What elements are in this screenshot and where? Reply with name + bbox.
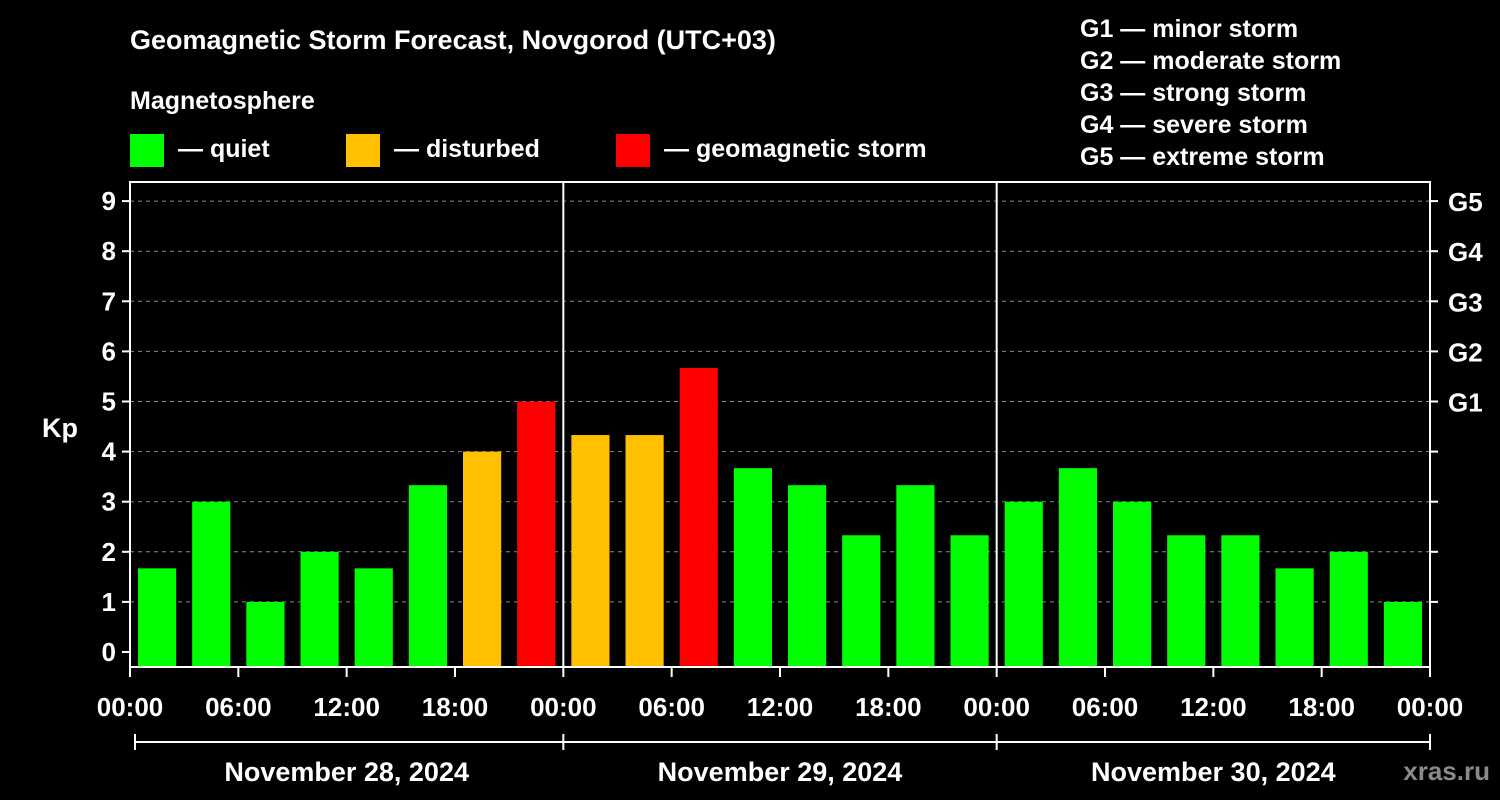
bar <box>1275 568 1314 667</box>
legend-swatch-storm <box>616 134 650 167</box>
legend-label-disturbed: — disturbed <box>394 135 540 163</box>
bar <box>788 485 827 667</box>
x-tick-label: 06:00 <box>1072 692 1139 722</box>
day-label: November 28, 2024 <box>224 757 469 787</box>
day-label: November 29, 2024 <box>658 757 903 787</box>
x-tick-label: 18:00 <box>1288 692 1355 722</box>
y-tick-label: 9 <box>102 186 116 216</box>
bar <box>1329 551 1368 667</box>
x-tick-label: 18:00 <box>422 692 489 722</box>
bar <box>625 435 664 667</box>
storm-scale-g3: G3 — strong storm <box>1080 79 1306 107</box>
x-tick-label: 18:00 <box>855 692 922 722</box>
bar <box>517 401 556 667</box>
bars <box>138 367 1422 667</box>
x-tick-label: 00:00 <box>1397 692 1464 722</box>
watermark: xras.ru <box>1403 756 1490 786</box>
chart-title: Geomagnetic Storm Forecast, Novgorod (UT… <box>130 25 776 55</box>
x-tick-label: 06:00 <box>205 692 272 722</box>
y-tick-label: 7 <box>102 286 116 316</box>
bar <box>138 568 177 667</box>
bar <box>1113 501 1152 667</box>
y-tick-label: 1 <box>102 587 116 617</box>
bar <box>950 535 989 667</box>
legend-swatch-quiet <box>130 134 164 167</box>
x-tick-label: 00:00 <box>97 692 164 722</box>
day-label: November 30, 2024 <box>1091 757 1336 787</box>
magnetosphere-label: Magnetosphere <box>130 87 315 115</box>
storm-scale-g1: G1 — minor storm <box>1080 15 1298 43</box>
y-axis-label: Kp <box>42 413 78 443</box>
x-tick-label: 00:00 <box>963 692 1030 722</box>
tick-labels: 0 1 2 3 4 5 6 7 8 9 G1 G2 G3 G4 G5 00:00 06:00 12:00 18:00… <box>97 186 1483 722</box>
bar <box>408 485 447 667</box>
x-tick-label: 00:00 <box>530 692 597 722</box>
y-tick-label: 5 <box>102 387 116 417</box>
axes <box>122 181 1438 677</box>
right-axis-label: G1 <box>1448 388 1483 418</box>
y-tick-label: 0 <box>102 637 116 667</box>
y-tick-label: 3 <box>102 487 116 517</box>
right-axis-label: G3 <box>1448 287 1483 317</box>
storm-scale-legend: G1 — minor storm G2 — moderate storm G3 … <box>1080 15 1341 171</box>
right-axis-label: G2 <box>1448 337 1483 367</box>
bar <box>896 485 935 667</box>
legend-label-storm: — geomagnetic storm <box>664 135 927 163</box>
x-tick-label: 12:00 <box>313 692 380 722</box>
storm-scale-g4: G4 — severe storm <box>1080 111 1308 139</box>
legend: — quiet — disturbed — geomagnetic storm <box>130 134 927 167</box>
y-tick-label: 4 <box>102 437 117 467</box>
bar <box>733 468 772 667</box>
bar <box>1167 535 1206 667</box>
legend-label-quiet: — quiet <box>178 135 270 163</box>
legend-swatch-disturbed <box>346 134 380 167</box>
bar <box>679 367 718 667</box>
y-tick-label: 6 <box>102 336 116 366</box>
bar <box>354 568 393 667</box>
day-brackets: November 28, 2024 November 29, 2024 Novemb… <box>134 734 1431 787</box>
bar <box>192 501 231 667</box>
bar <box>842 535 881 667</box>
bar <box>1004 501 1043 667</box>
bar <box>246 601 285 667</box>
bar <box>463 451 502 667</box>
bar <box>1221 535 1260 667</box>
right-axis-label: G4 <box>1448 237 1483 267</box>
x-tick-label: 12:00 <box>1180 692 1247 722</box>
x-tick-label: 12:00 <box>747 692 814 722</box>
right-axis-label: G5 <box>1448 187 1483 217</box>
storm-scale-g2: G2 — moderate storm <box>1080 47 1341 75</box>
x-tick-label: 06:00 <box>638 692 705 722</box>
bar <box>1058 468 1097 667</box>
grid-lines <box>130 200 1430 603</box>
bar <box>571 435 610 667</box>
bar <box>1383 601 1422 667</box>
storm-scale-g5: G5 — extreme storm <box>1080 143 1325 171</box>
y-tick-label: 8 <box>102 236 116 266</box>
y-tick-label: 2 <box>102 537 116 567</box>
bar <box>300 551 339 667</box>
